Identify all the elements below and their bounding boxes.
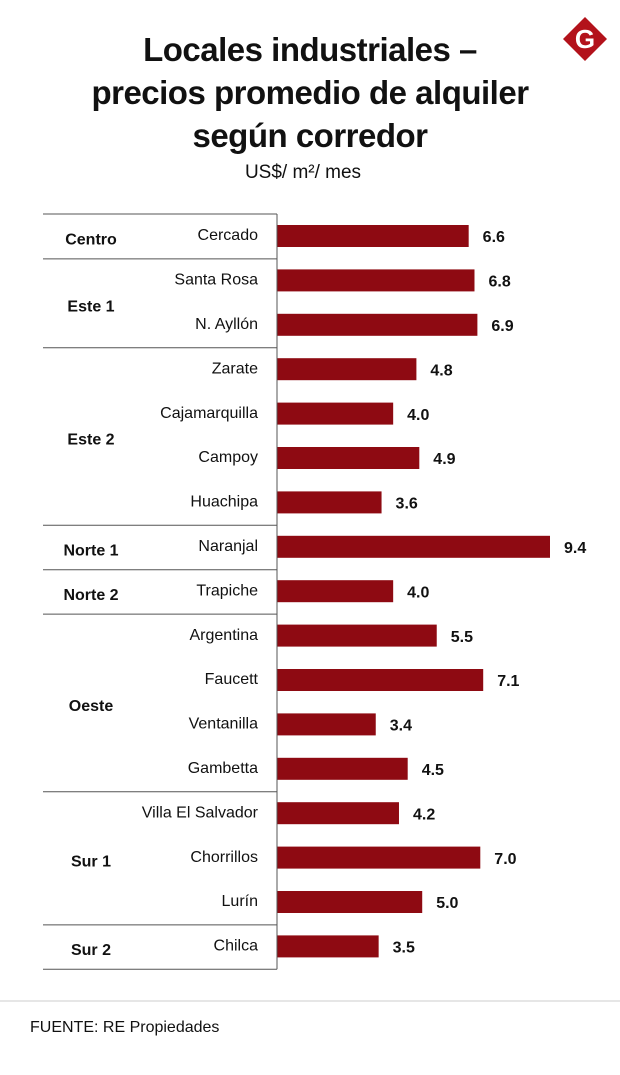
logo: G (575, 24, 595, 54)
group-label: Norte 1 (63, 542, 118, 559)
value-label: 5.0 (436, 895, 458, 912)
category-label: Zarate (212, 360, 258, 377)
category-label: Huachipa (190, 494, 258, 511)
category-label: Argentina (190, 627, 259, 644)
category-label: Villa El Salvador (142, 804, 259, 821)
value-label: 3.4 (390, 718, 412, 735)
category-label: Campoy (198, 449, 258, 466)
value-label: 4.8 (430, 362, 452, 379)
bar (277, 402, 394, 425)
value-label: 4.0 (407, 407, 429, 424)
category-label: Chorrillos (190, 849, 258, 866)
bar (277, 624, 437, 647)
bar (277, 313, 478, 336)
category-label: Cajamarquilla (160, 405, 258, 422)
value-label: 3.5 (393, 940, 415, 957)
bar (277, 935, 379, 958)
value-label: 9.4 (564, 540, 586, 557)
group-label: Este 2 (67, 431, 114, 448)
value-label: 7.1 (497, 673, 519, 690)
value-label: 4.9 (433, 451, 455, 468)
bar (277, 580, 394, 603)
value-label: 6.8 (488, 274, 510, 291)
group-label: Norte 2 (63, 587, 118, 604)
bar (277, 447, 420, 469)
bar (277, 669, 484, 691)
group-label: Sur 1 (71, 853, 111, 870)
source: FUENTE: RE Propiedades (30, 1019, 219, 1036)
bar (277, 757, 408, 780)
category-label: Chilca (214, 938, 259, 955)
bar (277, 358, 417, 381)
category-label: Lurín (222, 893, 258, 910)
category-label: N. Ayllón (195, 316, 258, 333)
group-label: Sur 2 (71, 942, 111, 959)
bar (277, 225, 469, 247)
value-label: 4.0 (407, 584, 429, 601)
category-label: Santa Rosa (174, 272, 258, 289)
logo-shape (563, 17, 607, 61)
category-label: Gambetta (188, 760, 258, 777)
bar (277, 802, 399, 825)
value-label: 4.2 (413, 806, 435, 823)
category-label: Cercado (198, 227, 259, 244)
bar (277, 713, 376, 736)
group-label: Centro (65, 232, 117, 249)
category-label: Ventanilla (189, 716, 258, 733)
category-label: Trapiche (196, 582, 258, 599)
category-label: Naranjal (198, 538, 258, 555)
value-label: 6.6 (483, 229, 505, 246)
group-label: Oeste (69, 698, 114, 715)
group-label: Este 1 (67, 298, 114, 315)
value-label: 7.0 (494, 851, 516, 868)
bar (277, 535, 550, 558)
bar (277, 491, 382, 514)
bar (277, 891, 423, 913)
value-label: 4.5 (422, 762, 444, 779)
bar (277, 846, 481, 869)
value-label: 5.5 (451, 629, 473, 646)
value-label: 3.6 (396, 496, 418, 513)
value-label: 6.9 (491, 318, 513, 335)
chart-subtitle: US$/ m²/ mes (244, 162, 362, 183)
category-label: Faucett (205, 671, 259, 688)
bar (277, 269, 475, 292)
chart-title: Locales industriales – precios promedio … (91, 31, 529, 154)
